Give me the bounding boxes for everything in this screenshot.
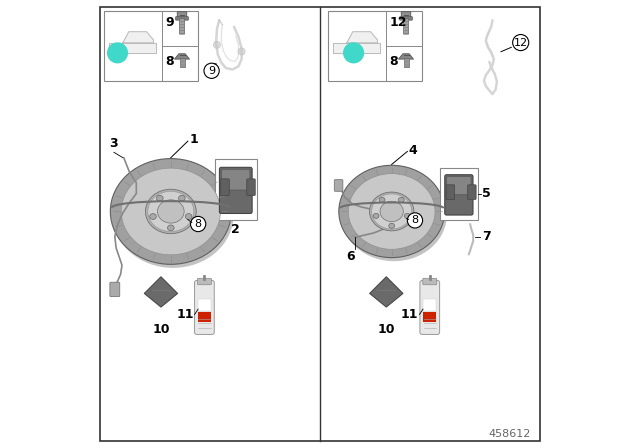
Ellipse shape (388, 223, 395, 228)
FancyBboxPatch shape (221, 179, 229, 195)
FancyBboxPatch shape (221, 169, 250, 190)
FancyBboxPatch shape (403, 19, 408, 34)
Text: 5: 5 (482, 187, 491, 201)
Circle shape (108, 43, 127, 63)
Text: 3: 3 (109, 137, 118, 150)
FancyBboxPatch shape (401, 12, 411, 18)
Text: 9: 9 (165, 16, 174, 29)
Ellipse shape (148, 191, 194, 232)
Text: 458612: 458612 (488, 429, 531, 439)
Ellipse shape (150, 214, 156, 220)
Circle shape (408, 213, 422, 228)
Text: 8: 8 (389, 55, 398, 69)
FancyBboxPatch shape (198, 312, 211, 322)
Text: 9: 9 (208, 66, 215, 76)
Ellipse shape (369, 192, 414, 231)
Polygon shape (175, 54, 189, 59)
Ellipse shape (380, 201, 403, 222)
FancyBboxPatch shape (399, 17, 412, 20)
FancyBboxPatch shape (423, 299, 436, 310)
FancyBboxPatch shape (247, 179, 255, 195)
Ellipse shape (110, 159, 231, 264)
Text: 12: 12 (514, 38, 528, 47)
Text: 6: 6 (346, 250, 355, 263)
FancyBboxPatch shape (445, 175, 473, 215)
Circle shape (513, 34, 529, 51)
Text: 8: 8 (165, 55, 174, 69)
Bar (328, 11, 422, 81)
Circle shape (213, 41, 221, 48)
Bar (440, 168, 478, 220)
Ellipse shape (157, 200, 184, 223)
Ellipse shape (373, 213, 379, 219)
Circle shape (191, 216, 206, 232)
Circle shape (204, 63, 220, 78)
Polygon shape (109, 43, 156, 53)
Text: 1: 1 (189, 133, 198, 146)
Text: 11: 11 (401, 308, 419, 321)
Text: 2: 2 (232, 223, 240, 236)
Bar (179, 59, 184, 67)
Text: 8: 8 (195, 219, 202, 229)
Ellipse shape (372, 194, 412, 229)
Bar (104, 11, 198, 81)
FancyBboxPatch shape (468, 185, 476, 199)
FancyBboxPatch shape (179, 19, 184, 34)
FancyBboxPatch shape (423, 278, 436, 285)
Text: 4: 4 (409, 143, 417, 157)
Circle shape (344, 43, 364, 63)
FancyBboxPatch shape (110, 282, 120, 297)
Ellipse shape (379, 198, 385, 202)
Text: 12: 12 (389, 16, 407, 29)
Polygon shape (369, 277, 403, 307)
FancyBboxPatch shape (177, 12, 187, 18)
Polygon shape (333, 43, 380, 53)
Text: 8: 8 (412, 215, 419, 225)
Text: 11: 11 (176, 308, 194, 321)
Text: 10: 10 (152, 323, 170, 336)
Ellipse shape (399, 198, 404, 202)
Ellipse shape (341, 169, 447, 261)
Ellipse shape (339, 165, 445, 258)
Polygon shape (347, 32, 378, 43)
Ellipse shape (156, 195, 163, 201)
Ellipse shape (348, 174, 435, 249)
FancyBboxPatch shape (175, 17, 188, 20)
FancyBboxPatch shape (220, 168, 252, 214)
Polygon shape (399, 54, 413, 59)
Ellipse shape (186, 214, 192, 220)
Circle shape (238, 48, 245, 55)
FancyBboxPatch shape (423, 312, 436, 322)
Ellipse shape (404, 213, 410, 219)
Ellipse shape (168, 225, 174, 231)
FancyBboxPatch shape (446, 185, 454, 199)
FancyBboxPatch shape (334, 180, 343, 191)
Polygon shape (123, 32, 154, 43)
Ellipse shape (113, 162, 234, 268)
Bar (215, 159, 257, 220)
FancyBboxPatch shape (198, 299, 211, 310)
Bar (403, 59, 408, 67)
Text: 7: 7 (482, 230, 491, 243)
Text: 10: 10 (378, 323, 395, 336)
FancyBboxPatch shape (420, 280, 440, 334)
Polygon shape (144, 277, 178, 307)
FancyBboxPatch shape (195, 280, 214, 334)
Ellipse shape (179, 195, 185, 201)
Ellipse shape (145, 189, 196, 234)
Ellipse shape (121, 168, 220, 255)
FancyBboxPatch shape (447, 177, 471, 195)
FancyBboxPatch shape (197, 278, 211, 285)
